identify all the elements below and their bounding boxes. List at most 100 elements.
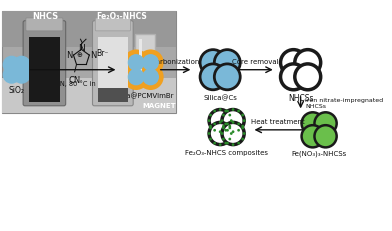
Circle shape bbox=[226, 129, 229, 132]
FancyBboxPatch shape bbox=[93, 21, 133, 106]
Circle shape bbox=[222, 138, 225, 140]
Circle shape bbox=[138, 65, 163, 89]
Circle shape bbox=[219, 130, 221, 133]
Circle shape bbox=[213, 129, 216, 132]
Circle shape bbox=[221, 119, 223, 122]
Circle shape bbox=[128, 69, 145, 85]
Circle shape bbox=[230, 119, 233, 122]
Circle shape bbox=[243, 119, 245, 122]
Text: Core removal: Core removal bbox=[232, 59, 279, 65]
Circle shape bbox=[214, 50, 240, 76]
Circle shape bbox=[229, 125, 231, 128]
Circle shape bbox=[226, 142, 229, 145]
Circle shape bbox=[222, 122, 244, 145]
Text: AIBN, 80 °C in ethanol: AIBN, 80 °C in ethanol bbox=[49, 80, 123, 87]
Text: Br⁻: Br⁻ bbox=[97, 49, 109, 58]
Circle shape bbox=[232, 121, 234, 124]
Circle shape bbox=[314, 112, 337, 134]
Circle shape bbox=[138, 50, 163, 75]
Circle shape bbox=[219, 143, 221, 146]
Circle shape bbox=[301, 112, 324, 134]
Text: Fe(NO₃)₃-NHCSs: Fe(NO₃)₃-NHCSs bbox=[292, 151, 347, 158]
Circle shape bbox=[209, 114, 212, 116]
Circle shape bbox=[128, 54, 145, 71]
Circle shape bbox=[224, 122, 227, 125]
Circle shape bbox=[208, 132, 211, 135]
Bar bbox=[29, 37, 60, 102]
Circle shape bbox=[124, 65, 148, 89]
Circle shape bbox=[200, 64, 226, 90]
FancyBboxPatch shape bbox=[135, 34, 155, 86]
Text: NHCSs: NHCSs bbox=[305, 104, 326, 109]
Circle shape bbox=[281, 50, 307, 76]
Circle shape bbox=[229, 138, 231, 140]
Text: N: N bbox=[78, 44, 85, 53]
Circle shape bbox=[237, 142, 240, 145]
Circle shape bbox=[281, 64, 307, 90]
Text: NHCS: NHCS bbox=[32, 12, 58, 21]
Circle shape bbox=[314, 125, 337, 147]
Circle shape bbox=[209, 138, 212, 140]
Circle shape bbox=[241, 138, 244, 140]
Circle shape bbox=[226, 110, 229, 112]
Circle shape bbox=[213, 122, 216, 125]
Text: N: N bbox=[66, 51, 73, 60]
FancyBboxPatch shape bbox=[26, 18, 63, 31]
Circle shape bbox=[237, 110, 240, 112]
Text: SiO₂: SiO₂ bbox=[9, 85, 25, 94]
Circle shape bbox=[224, 142, 227, 145]
Circle shape bbox=[209, 127, 212, 129]
Circle shape bbox=[221, 132, 223, 135]
Bar bbox=[98, 88, 128, 102]
Bar bbox=[2, 12, 176, 47]
FancyBboxPatch shape bbox=[23, 21, 66, 106]
Circle shape bbox=[295, 64, 321, 90]
Circle shape bbox=[295, 50, 321, 76]
Text: Silica@PCMVImBr: Silica@PCMVImBr bbox=[113, 93, 174, 99]
Text: ⊕: ⊕ bbox=[76, 52, 82, 58]
Circle shape bbox=[241, 114, 244, 116]
Text: N: N bbox=[90, 51, 96, 60]
Text: MAGNET: MAGNET bbox=[142, 103, 176, 109]
Circle shape bbox=[301, 125, 324, 147]
Circle shape bbox=[200, 50, 226, 76]
Circle shape bbox=[232, 108, 234, 111]
Circle shape bbox=[213, 110, 216, 112]
Circle shape bbox=[213, 142, 216, 145]
Circle shape bbox=[232, 130, 234, 133]
Bar bbox=[98, 37, 128, 102]
Text: Carbonization: Carbonization bbox=[151, 59, 200, 65]
Circle shape bbox=[208, 119, 211, 122]
Text: Heat treatment: Heat treatment bbox=[251, 119, 305, 125]
Text: Iron nitrate-impregnated: Iron nitrate-impregnated bbox=[305, 98, 383, 103]
Circle shape bbox=[224, 110, 227, 112]
Circle shape bbox=[232, 143, 234, 146]
Circle shape bbox=[241, 127, 244, 129]
Circle shape bbox=[13, 56, 30, 73]
Circle shape bbox=[229, 114, 231, 116]
Text: Fe₂O₃-NHCS: Fe₂O₃-NHCS bbox=[97, 12, 147, 21]
Circle shape bbox=[237, 129, 240, 132]
Circle shape bbox=[226, 122, 229, 125]
Circle shape bbox=[243, 132, 245, 135]
FancyBboxPatch shape bbox=[95, 18, 131, 31]
Circle shape bbox=[241, 125, 244, 128]
Circle shape bbox=[229, 127, 231, 129]
Circle shape bbox=[219, 108, 221, 111]
Text: CN: CN bbox=[69, 76, 81, 85]
Circle shape bbox=[142, 69, 159, 85]
Text: Silica@Cs: Silica@Cs bbox=[203, 94, 237, 101]
Circle shape bbox=[230, 132, 233, 135]
Circle shape bbox=[124, 50, 148, 75]
Circle shape bbox=[222, 114, 225, 116]
Circle shape bbox=[222, 127, 225, 129]
Circle shape bbox=[142, 54, 159, 71]
Text: NHCSs: NHCSs bbox=[288, 94, 313, 103]
Bar bbox=[139, 39, 142, 81]
Circle shape bbox=[222, 125, 225, 128]
Circle shape bbox=[3, 56, 20, 73]
Circle shape bbox=[214, 64, 240, 90]
Circle shape bbox=[219, 121, 221, 124]
Circle shape bbox=[222, 109, 244, 132]
Text: Fe₂O₃-NHCS composites: Fe₂O₃-NHCS composites bbox=[185, 150, 268, 156]
